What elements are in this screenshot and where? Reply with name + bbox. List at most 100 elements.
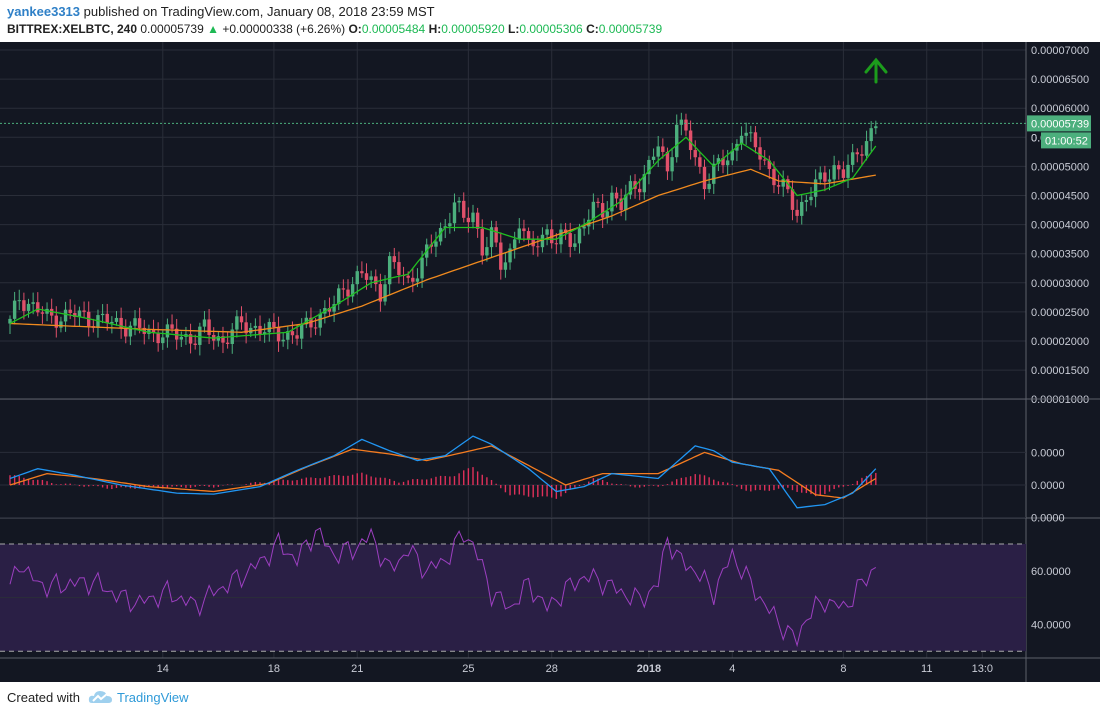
- chart-svg[interactable]: 0.000070000.000065000.000060000.00005500…: [0, 42, 1100, 682]
- price-axis-tick: 0.00003000: [1031, 278, 1089, 290]
- price-axis-tick: 0.00003500: [1031, 249, 1089, 261]
- candle-body: [392, 256, 396, 263]
- candle-body: [600, 203, 605, 218]
- candle-body: [156, 332, 160, 344]
- candle-body: [823, 172, 827, 182]
- time-axis-tick: 13:0: [972, 663, 993, 675]
- candle-body: [554, 243, 559, 245]
- candle-body: [411, 277, 415, 282]
- ohlc-line: BITTREX:XELBTC, 240 0.00005739 ▲ +0.0000…: [7, 22, 662, 36]
- candle-body: [374, 276, 378, 285]
- symbol-label: BITTREX:XELBTC, 240: [7, 22, 138, 36]
- candle-body: [651, 156, 656, 160]
- candle-body: [12, 300, 17, 319]
- candle-body: [619, 198, 623, 211]
- candle-body: [605, 211, 609, 218]
- candle-body: [267, 321, 271, 333]
- candle-body: [591, 201, 596, 220]
- candle-body: [624, 194, 628, 211]
- countdown-badge: [1041, 132, 1091, 149]
- author-link[interactable]: yankee3313: [7, 4, 81, 19]
- candle-body: [637, 188, 642, 193]
- candle-body: [749, 132, 753, 134]
- low-label: L:: [507, 22, 520, 36]
- candle-body: [753, 132, 758, 148]
- candle-body: [568, 233, 572, 247]
- candle-body: [8, 318, 12, 324]
- candle-body: [517, 228, 521, 240]
- published-text: published on TradingView.com, January 08…: [83, 4, 435, 19]
- price-axis-tick: 0.00004500: [1031, 191, 1089, 203]
- candle-body: [165, 324, 170, 338]
- candle-body: [397, 262, 401, 275]
- candle-body: [661, 146, 665, 152]
- tradingview-link[interactable]: TradingView: [117, 690, 189, 705]
- candle-body: [795, 209, 799, 216]
- candle-body: [776, 185, 781, 187]
- close-value: 0.00005739: [598, 22, 663, 36]
- price-axis-tick: 0.00002500: [1031, 307, 1089, 319]
- candle-body: [350, 284, 355, 297]
- candle-body: [725, 160, 730, 166]
- candle-body: [207, 319, 211, 335]
- candle-body: [846, 164, 850, 178]
- candle-body: [235, 316, 239, 330]
- macd-axis-tick: 0.0000: [1031, 513, 1065, 525]
- price-change: +0.00000338 (+6.26%): [222, 22, 346, 36]
- candle-body: [577, 228, 582, 244]
- macd-axis-tick: 0.0000: [1031, 447, 1065, 459]
- macd-signal-line: [9, 445, 877, 499]
- candle-body: [499, 242, 503, 270]
- rsi-line: [9, 527, 877, 648]
- candle-body: [809, 196, 813, 201]
- candle-body: [712, 163, 716, 184]
- last-price: 0.00005739: [140, 22, 204, 36]
- candle-body: [253, 325, 258, 328]
- candle-body: [790, 189, 795, 210]
- candle-body: [346, 289, 350, 297]
- macd-axis-tick: 0.0000: [1031, 480, 1065, 492]
- candle-body: [420, 257, 424, 279]
- candle-body: [693, 150, 697, 158]
- tradingview-cloud-icon: [88, 691, 112, 703]
- price-axis-tick: 0.00002000: [1031, 336, 1089, 348]
- candle-body: [276, 327, 281, 342]
- time-axis-tick: 25: [462, 663, 474, 675]
- ma-fast-line: [9, 136, 877, 339]
- candle-body: [800, 201, 804, 216]
- candle-body: [286, 331, 290, 340]
- candle-body: [656, 146, 660, 157]
- candle-body: [82, 310, 86, 312]
- candle-body: [545, 229, 549, 235]
- candle-body: [827, 179, 832, 182]
- candle-body: [188, 334, 193, 344]
- candle-body: [119, 317, 123, 329]
- candle-body: [874, 126, 878, 129]
- publish-line: yankee3313 published on TradingView.com,…: [7, 4, 435, 19]
- candle-body: [299, 324, 304, 339]
- candle-body: [304, 317, 309, 325]
- candle-body: [767, 160, 772, 169]
- open-label: O:: [348, 22, 362, 36]
- candle-body: [262, 332, 267, 335]
- up-triangle-icon: ▲: [207, 22, 220, 36]
- chart-area[interactable]: 0.000070000.000065000.000060000.00005500…: [0, 42, 1100, 682]
- candle-body: [684, 119, 688, 131]
- candle-body: [17, 300, 21, 302]
- candle-body: [457, 200, 461, 203]
- time-axis-tick: 11: [921, 663, 932, 675]
- candle-body: [100, 313, 105, 316]
- price-axis-tick: 0.00001000: [1031, 394, 1089, 406]
- candle-body: [63, 309, 68, 322]
- candle-body: [480, 228, 484, 256]
- candle-body: [448, 223, 452, 227]
- candle-body: [582, 226, 586, 229]
- candle-body: [216, 336, 221, 341]
- candle-body: [406, 275, 410, 278]
- current-price-badge: [1027, 115, 1091, 132]
- low-value: 0.00005306: [519, 22, 583, 36]
- candle-body: [628, 181, 633, 195]
- candle-body: [415, 278, 420, 282]
- price-axis-tick: 0.00005000: [1031, 161, 1089, 173]
- candle-body: [485, 247, 489, 256]
